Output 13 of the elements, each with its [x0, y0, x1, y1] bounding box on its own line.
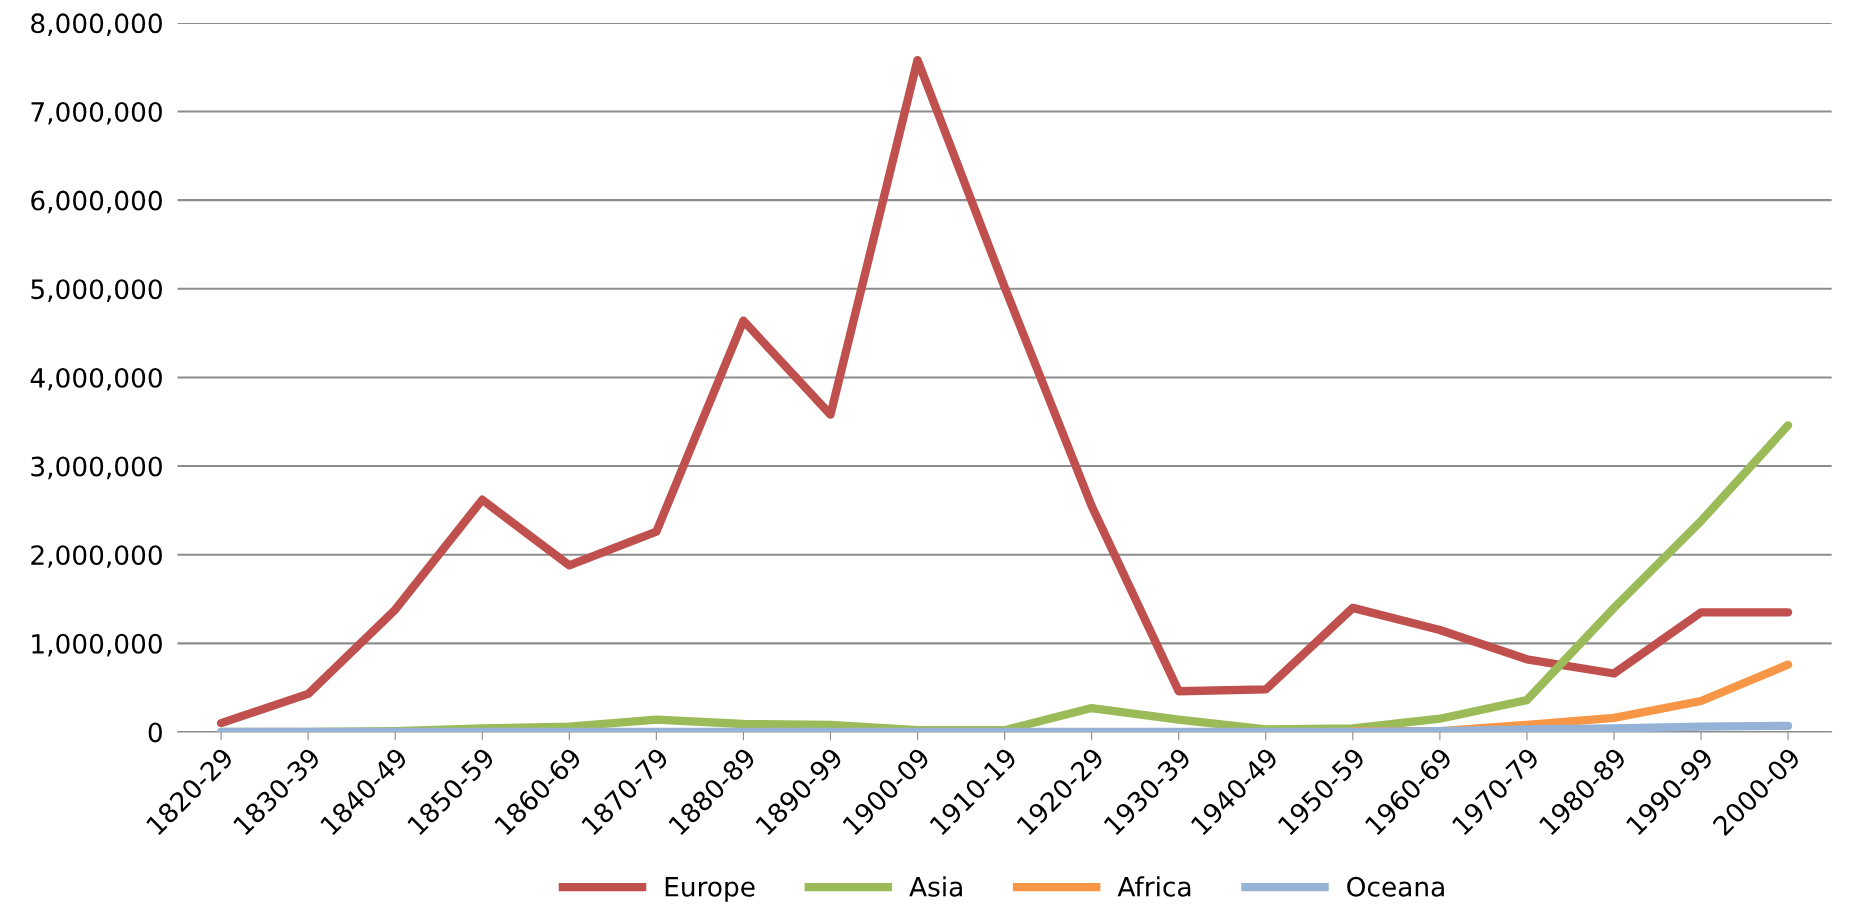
y-tick-label: 1,000,000	[32, 633, 162, 657]
y-tick-label: 5,000,000	[31, 279, 162, 302]
legend-label: Asia	[909, 876, 962, 897]
y-tick-label: 0	[148, 722, 162, 743]
y-tick-label: 7,000,000	[31, 101, 162, 125]
y-tick-label: 3,000,000	[31, 456, 162, 480]
y-tick-label: 4,000,000	[30, 367, 162, 391]
y-tick-label: 2,000,000	[31, 545, 162, 568]
legend-label: Oceana	[1347, 876, 1444, 897]
y-tick-label: 8,000,000	[31, 13, 162, 36]
legend-label: Africa	[1117, 876, 1191, 897]
legend-label: Europe	[665, 877, 755, 902]
y-tick-label: 6,000,000	[31, 190, 162, 214]
